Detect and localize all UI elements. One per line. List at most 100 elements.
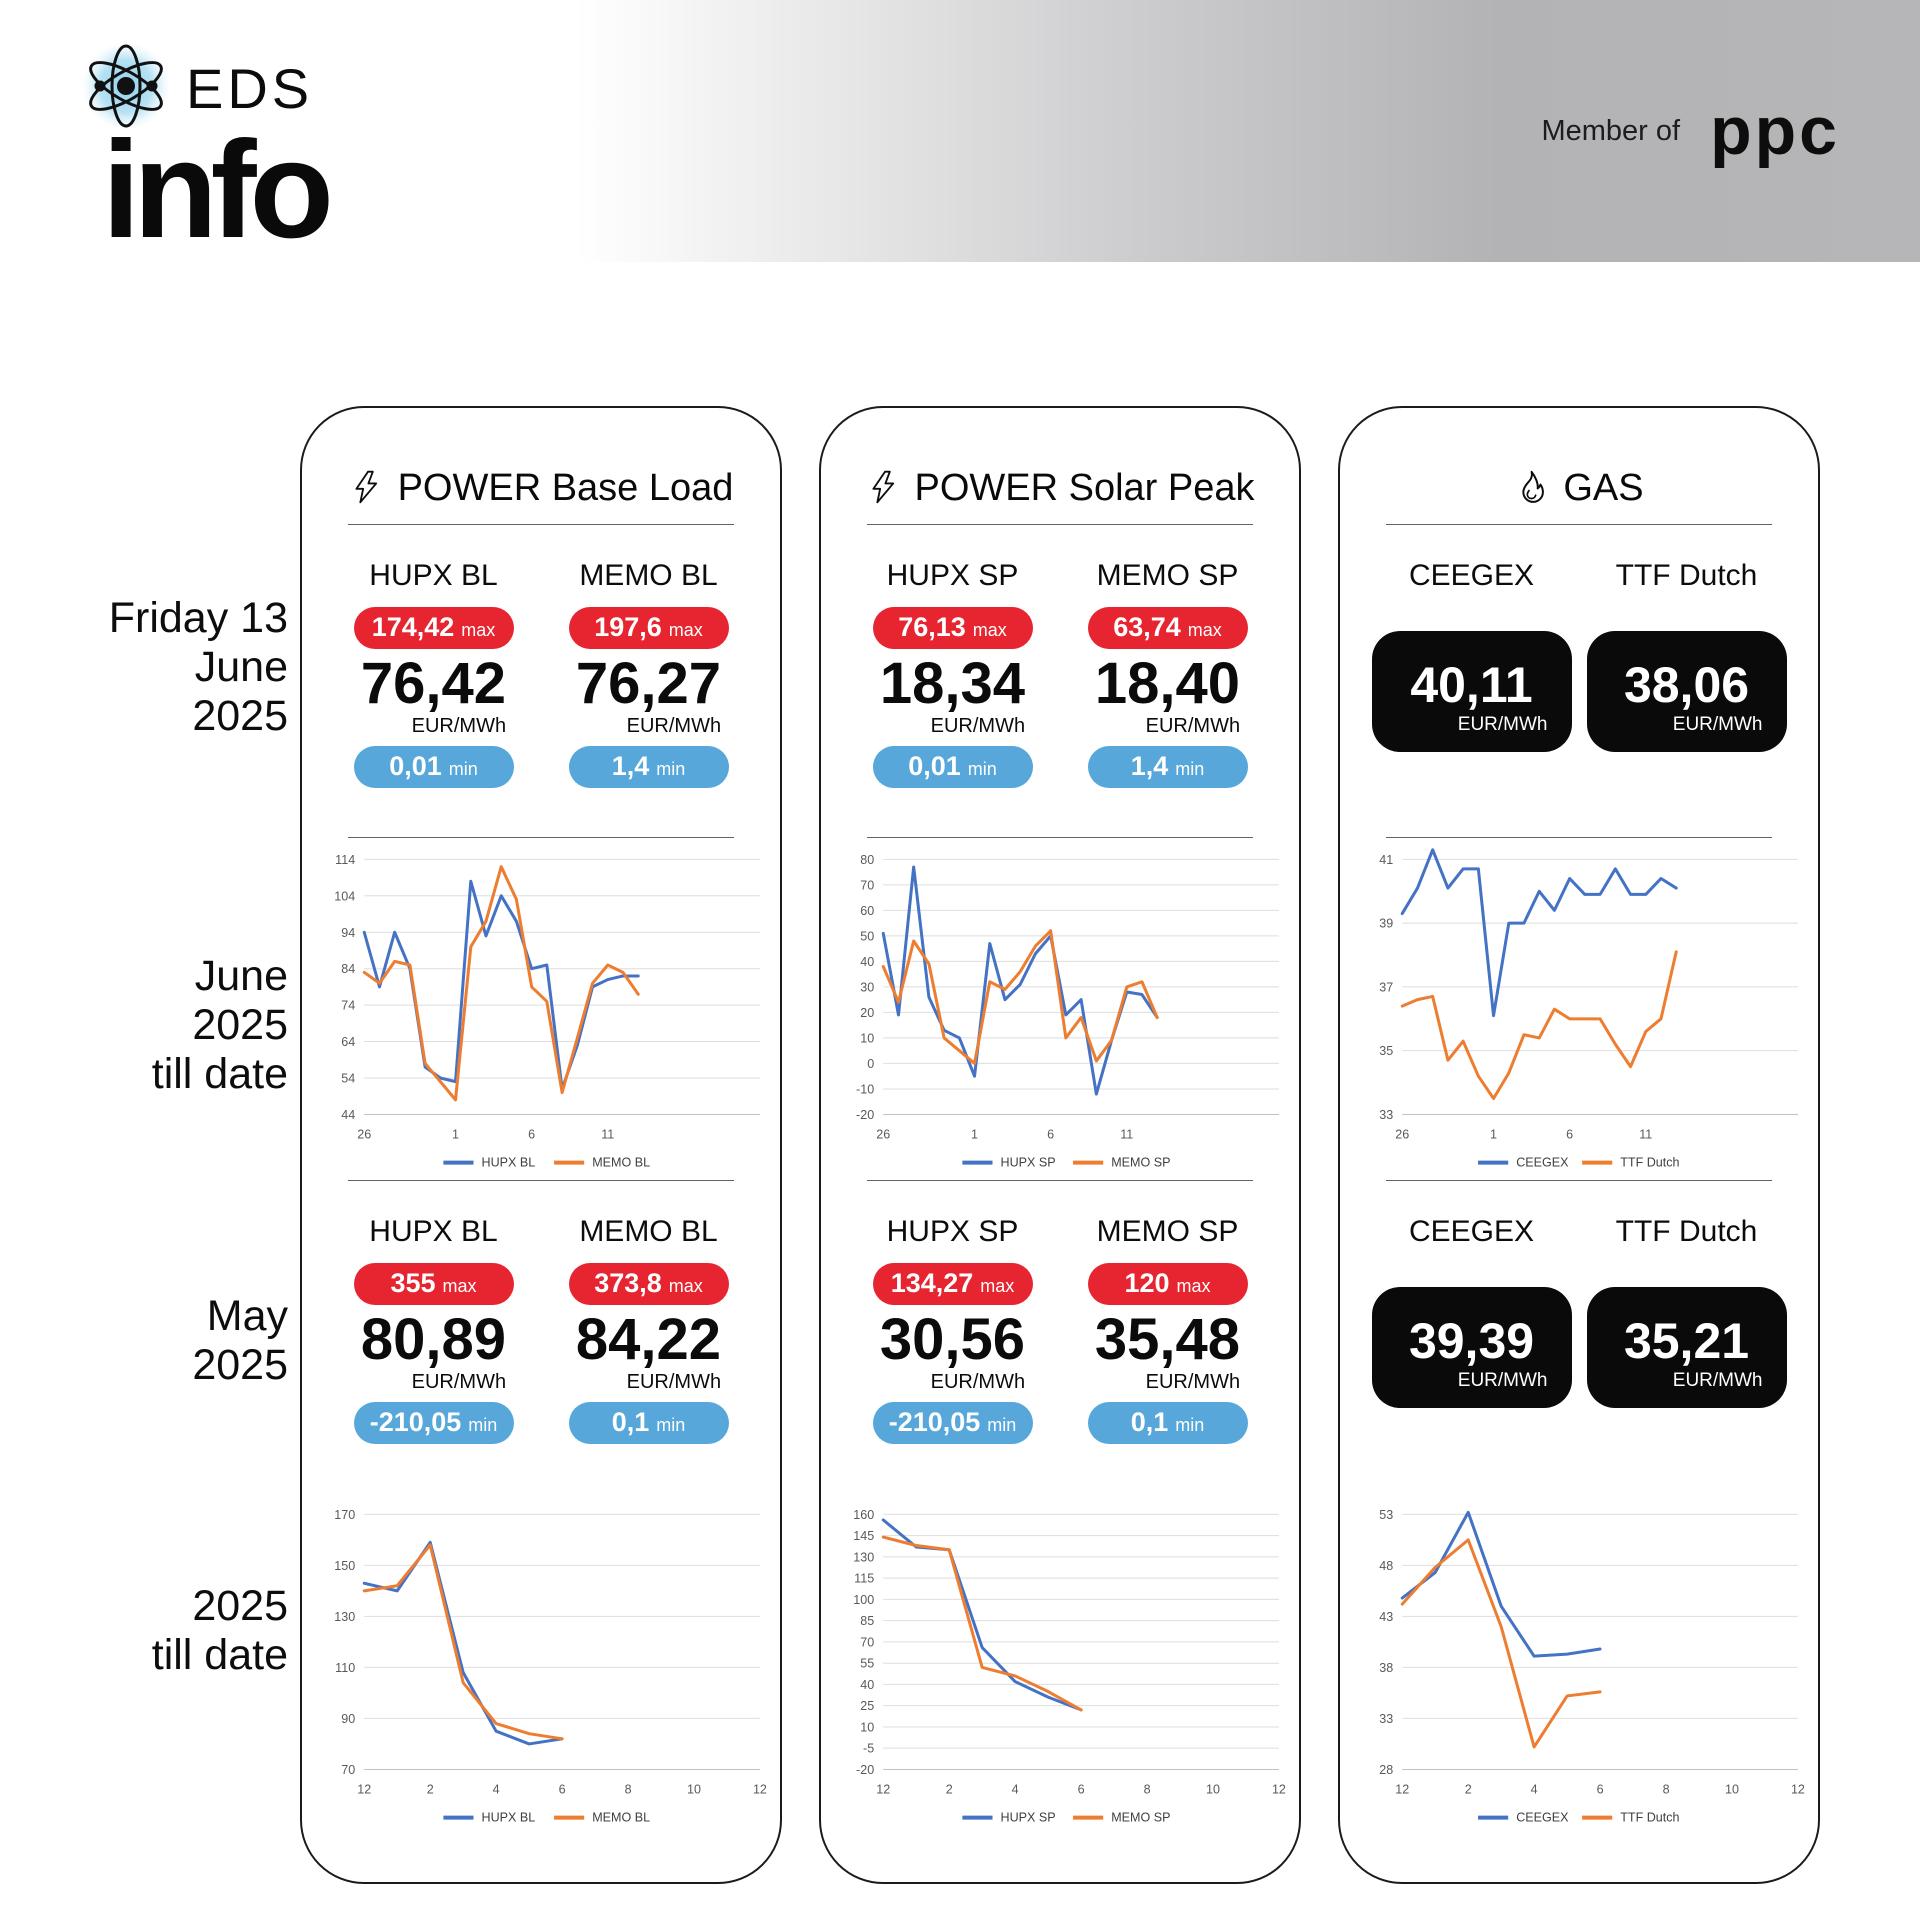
may-metrics: CEEGEX 39,39 EUR/MWh TTF Dutch 35,21 EUR/MWh [1340, 1181, 1818, 1493]
min-badge: -210,05 min [353, 1402, 514, 1445]
ytd-chart: 28 33 38 43 48 53 12 2 4 6 8 10 12 CEEGEX TTF Dutch [1340, 1493, 1818, 1835]
min-label: min [468, 1415, 498, 1436]
svg-text:0: 0 [867, 1057, 874, 1071]
series-label: MEMO BL [579, 1215, 718, 1248]
price-value: 39,39 [1408, 1313, 1535, 1369]
metric-column: HUPX BL 174,42 max 76,42 EUR/MWh 0,01 min [326, 559, 541, 837]
divider [867, 837, 1253, 838]
metric-column: MEMO SP 63,74 max 18,40 EUR/MWh 1,4 min [1060, 559, 1275, 837]
price-unit: EUR/MWh [1457, 1369, 1548, 1391]
series-line [362, 1540, 564, 1746]
price-unit: EUR/MWh [930, 715, 1026, 738]
svg-text:37: 37 [1379, 980, 1393, 994]
svg-text:114: 114 [335, 853, 355, 867]
row-label-line: till date [151, 1631, 288, 1680]
gas-price-box: 39,39 EUR/MWh [1371, 1287, 1572, 1408]
lightning-icon [871, 470, 894, 504]
price-value: 80,89 [360, 1306, 507, 1372]
chart-sp-june: -20 -10 0 10 20 30 40 50 60 70 80 26 1 6 11 HUPX SP MEMO… [856, 853, 1279, 1170]
min-badge: 0,01 min [872, 746, 1033, 789]
svg-text:41: 41 [1379, 853, 1393, 867]
svg-text:145: 145 [853, 1529, 874, 1543]
svg-text:150: 150 [334, 1559, 355, 1573]
svg-text:6: 6 [1078, 1783, 1085, 1797]
min-value: 0,1 [1130, 1407, 1169, 1438]
flame-icon [1522, 470, 1545, 503]
max-badge: 63,74 max [1087, 607, 1248, 649]
panel-header: GAS [1340, 452, 1818, 524]
svg-text:26: 26 [876, 1128, 890, 1142]
panel-header: POWER Solar Peak [821, 452, 1299, 524]
price-value: 18,34 [879, 650, 1026, 716]
price-value: 18,40 [1094, 650, 1241, 716]
svg-text:MEMO SP: MEMO SP [1111, 1156, 1170, 1170]
svg-text:130: 130 [334, 1610, 355, 1624]
svg-text:110: 110 [335, 1661, 355, 1675]
metric-column: CEEGEX 40,11 EUR/MWh [1364, 559, 1579, 837]
svg-text:160: 160 [853, 1508, 874, 1522]
svg-text:94: 94 [341, 926, 355, 940]
metric-column: HUPX SP 134,27 max 30,56 EUR/MWh -210,05 min [845, 1215, 1060, 1493]
friday-metrics: HUPX BL 174,42 max 76,42 EUR/MWh 0,01 min MEMO … [302, 525, 780, 837]
max-label: max [1176, 1276, 1211, 1296]
series-label: HUPX BL [369, 559, 498, 592]
svg-text:100: 100 [853, 1593, 874, 1607]
price-block: 84,22 EUR/MWh [575, 1306, 722, 1395]
row-label-line: 2025 [192, 692, 288, 741]
svg-text:50: 50 [860, 929, 874, 943]
price-value: 84,22 [575, 1306, 722, 1372]
metric-column: MEMO SP 120 max 35,48 EUR/MWh 0,1 min [1060, 1215, 1275, 1493]
max-label: max [668, 1276, 703, 1296]
price-block: 76,42 EUR/MWh [360, 650, 507, 739]
price-unit: EUR/MWh [411, 1371, 507, 1394]
svg-text:HUPX BL: HUPX BL [482, 1811, 536, 1825]
svg-text:80: 80 [860, 853, 874, 867]
min-value: -210,05 [369, 1407, 462, 1438]
ytd-chart: 70 90 110 130 150 170 12 2 4 6 8 10 12 HUPX BL MEMO BL [302, 1493, 780, 1835]
svg-text:33: 33 [1379, 1712, 1393, 1726]
row-label-line: 2025 [192, 1582, 288, 1630]
svg-text:12: 12 [1395, 1783, 1409, 1797]
series-line [1400, 848, 1678, 1018]
atom-icon [82, 42, 170, 130]
svg-text:55: 55 [860, 1657, 874, 1671]
min-value: 0,1 [611, 1407, 650, 1438]
row-label-friday: Friday 13 June 2025 [56, 594, 288, 741]
series-label: CEEGEX [1408, 1215, 1535, 1248]
svg-text:2: 2 [1465, 1783, 1472, 1797]
price-block: 18,34 EUR/MWh [879, 650, 1026, 739]
series-label: HUPX BL [369, 1215, 498, 1248]
divider [1386, 524, 1772, 525]
svg-text:170: 170 [334, 1508, 355, 1522]
max-badge: 355 max [353, 1263, 514, 1305]
svg-text:12: 12 [753, 1783, 767, 1797]
metric-column: MEMO BL 373,8 max 84,22 EUR/MWh 0,1 min [541, 1215, 756, 1493]
panel-title: POWER Base Load [397, 466, 734, 509]
row-label-line: May [206, 1292, 288, 1340]
price-block: 80,89 EUR/MWh [360, 1306, 507, 1395]
series-line [362, 1543, 564, 1741]
row-label-line: Friday 13 [108, 594, 288, 642]
max-value: 76,13 [898, 612, 966, 642]
row-label-2025-till-date: 2025 till date [56, 1582, 288, 1680]
min-badge: 0,01 min [353, 746, 514, 789]
series-line [881, 1518, 1083, 1712]
series-line [362, 879, 640, 1091]
row-label-line: June [194, 952, 288, 1000]
svg-text:10: 10 [860, 1031, 874, 1045]
min-value: 0,01 [389, 751, 442, 782]
price-block: 30,56 EUR/MWh [880, 1308, 1025, 1395]
price-unit: EUR/MWh [1145, 1371, 1241, 1394]
svg-text:8: 8 [625, 1783, 632, 1797]
series-line [362, 865, 640, 1102]
svg-text:44: 44 [341, 1108, 355, 1122]
svg-text:CEEGEX: CEEGEX [1516, 1811, 1569, 1825]
svg-text:10: 10 [1725, 1783, 1739, 1797]
svg-text:CEEGEX: CEEGEX [1516, 1156, 1569, 1170]
gas-price-box: 38,06 EUR/MWh [1586, 631, 1787, 752]
max-value: 174,42 [371, 612, 455, 642]
price-value: 76,42 [360, 650, 507, 716]
panel-power-solar-peak: POWER Solar Peak HUPX SP 76,13 max 18,34 EUR/… [819, 406, 1301, 1884]
svg-text:MEMO BL: MEMO BL [592, 1156, 650, 1170]
series-line [881, 929, 1159, 1065]
